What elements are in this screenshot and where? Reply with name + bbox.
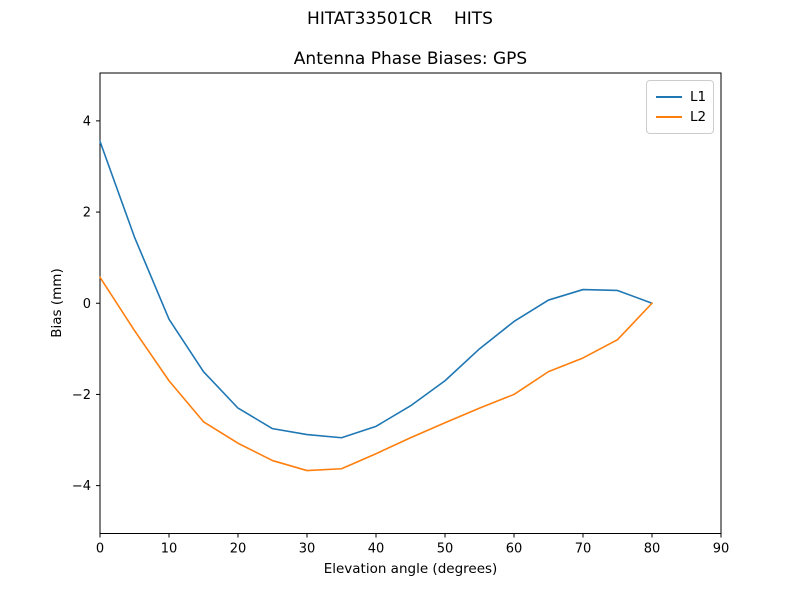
y-tick-label: −2 xyxy=(72,388,91,403)
axes-title: Antenna Phase Biases: GPS xyxy=(293,49,528,69)
x-tick-label: 0 xyxy=(96,542,104,557)
axes-frame xyxy=(99,72,722,534)
legend-label-l2: L2 xyxy=(690,109,707,125)
y-tick-label: 2 xyxy=(83,206,91,221)
legend-entry-l2: L2 xyxy=(656,107,707,127)
y-tick-label: 4 xyxy=(83,114,91,129)
y-tick-label: −4 xyxy=(72,479,91,494)
y-axis-label: Bias (mm) xyxy=(49,268,65,338)
x-tick-label: 50 xyxy=(437,542,454,557)
y-tick-label: 0 xyxy=(83,297,91,312)
legend-label-l1: L1 xyxy=(690,89,707,105)
x-tick-label: 10 xyxy=(161,542,178,557)
legend-swatch-l2 xyxy=(656,116,682,118)
series-line-l1 xyxy=(99,140,653,439)
x-tick-label: 70 xyxy=(575,542,592,557)
x-tick-label: 40 xyxy=(368,542,385,557)
legend-swatch-l1 xyxy=(656,96,682,98)
figure-suptitle: HITAT33501CR HITS xyxy=(307,9,493,29)
legend: L1 L2 xyxy=(646,80,714,134)
x-tick-label: 80 xyxy=(644,542,661,557)
series-line-l2 xyxy=(99,276,653,472)
x-tick-label: 20 xyxy=(230,542,247,557)
x-tick-label: 30 xyxy=(299,542,316,557)
x-tick-label: 60 xyxy=(506,542,523,557)
x-tick-label: 90 xyxy=(713,542,730,557)
legend-entry-l1: L1 xyxy=(656,87,707,107)
x-axis-label: Elevation angle (degrees) xyxy=(323,561,498,577)
